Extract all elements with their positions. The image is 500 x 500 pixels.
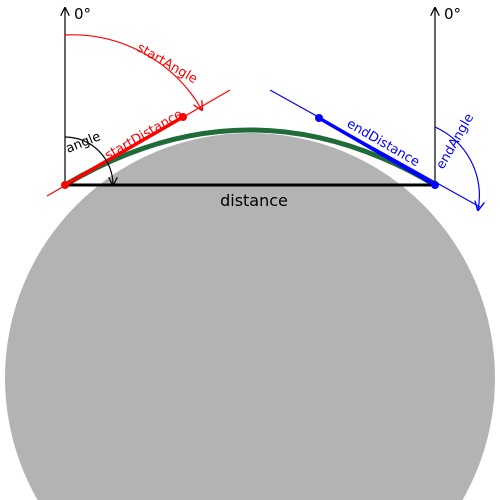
end-distance-segment bbox=[318, 116, 436, 187]
end-distance-startpoint bbox=[315, 114, 323, 122]
sphere-disc bbox=[5, 133, 495, 500]
angle-arc bbox=[64, 136, 113, 185]
zero-degree-label-left: 0° bbox=[74, 5, 91, 23]
angle-label: angle bbox=[64, 129, 103, 156]
start-angle-arc bbox=[64, 34, 202, 110]
zero-degree-label-right: 0° bbox=[444, 5, 461, 23]
great-circle-arc bbox=[62, 127, 438, 188]
start-distance-segment bbox=[64, 115, 184, 187]
start-point bbox=[61, 181, 69, 189]
end-angle-arc bbox=[434, 126, 479, 210]
end-point bbox=[431, 181, 439, 189]
end-angle-label: endAngle bbox=[433, 111, 477, 172]
start-distance-endpoint bbox=[179, 113, 187, 121]
distance-label: distance bbox=[220, 191, 288, 210]
start-angle-label: startAngle bbox=[134, 40, 200, 87]
